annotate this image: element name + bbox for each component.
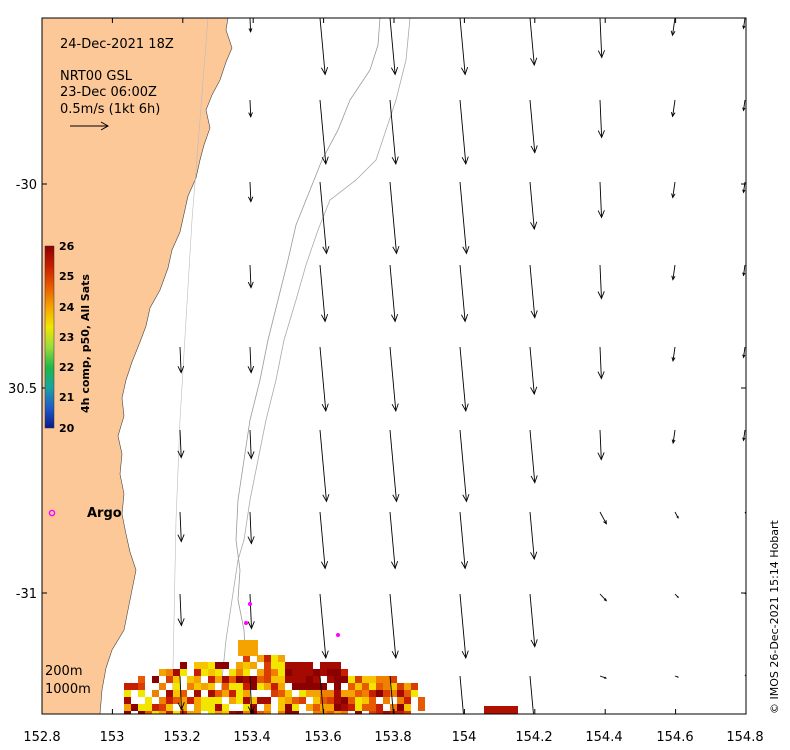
argo-float-marker [244, 621, 248, 625]
land-mass [42, 18, 233, 714]
lon-tick-label: 154 [452, 730, 477, 745]
date-label: 24-Dec-2021 18Z [60, 37, 174, 52]
lon-tick-label: 153.8 [374, 730, 411, 745]
source-line: 0.5m/s (1kt 6h) [60, 102, 160, 117]
colorbar-tick: 21 [59, 391, 74, 404]
lon-tick-label: 153 [100, 730, 125, 745]
lon-tick-label: 154.2 [515, 730, 552, 745]
sst-pixels [124, 640, 518, 714]
credit-label: © IMOS 26-Dec-2021 15:14 Hobart [768, 519, 781, 714]
colorbar: 26 25 24 23 22 21 20 4h comp, p50, All S… [44, 240, 92, 435]
lat-tick-label: -31 [16, 587, 37, 602]
lon-tick-label: 153.2 [163, 730, 200, 745]
current-vectors [177, 18, 746, 714]
lon-axis-labels: 152.8 153 153.2 153.4 153.6 153.8 154 15… [23, 730, 763, 745]
colorbar-tick: 23 [59, 331, 74, 344]
coast-outline-offshore [171, 18, 209, 714]
lon-tick-label: 154.6 [656, 730, 693, 745]
lat-axis-labels: -30 30.5 -31 [8, 178, 37, 602]
lon-tick-label: 153.4 [233, 730, 270, 745]
argo-float-marker [336, 633, 340, 637]
source-line: NRT00 GSL [60, 69, 133, 84]
isobath-1000m [219, 18, 411, 714]
source-line: 23-Dec 06:00Z [60, 85, 157, 100]
lon-tick-label: 153.6 [304, 730, 341, 745]
colorbar-tick: 25 [59, 270, 74, 283]
isobath-label-200m: 200m [45, 664, 82, 679]
colorbar-tick: 22 [59, 361, 74, 374]
scale-arrow-icon [70, 121, 110, 131]
colorbar-label: 4h comp, p50, All Sats [79, 274, 92, 413]
isobath-200m [235, 18, 381, 714]
argo-label: Argo [87, 506, 122, 521]
argo-float-marker [48, 509, 56, 517]
colorbar-tick: 26 [59, 240, 75, 253]
lat-tick-label: 30.5 [8, 382, 37, 397]
colorbar-tick: 20 [59, 422, 75, 435]
colorbar-tick: 24 [59, 301, 75, 314]
lon-tick-label: 154.4 [585, 730, 622, 745]
lon-tick-label: 152.8 [23, 730, 60, 745]
isobath-label-1000m: 1000m [45, 682, 91, 697]
axis-ticks [41, 18, 747, 714]
argo-float-marker [248, 602, 252, 606]
lat-tick-label: -30 [16, 178, 37, 193]
lon-tick-label: 154.8 [726, 730, 763, 745]
